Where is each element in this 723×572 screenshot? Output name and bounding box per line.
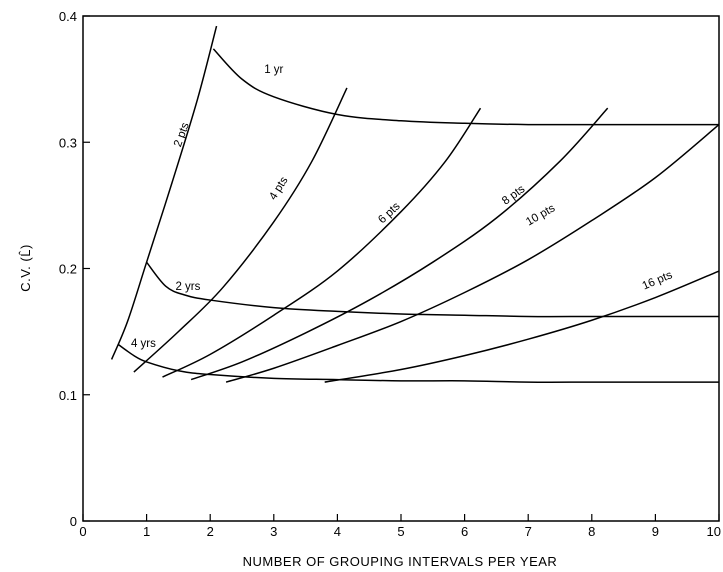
x-tick-label: 1	[143, 524, 150, 539]
series-line-4-yrs	[117, 343, 719, 383]
y-tick-label: 0.2	[59, 262, 77, 277]
plot-frame	[82, 15, 720, 522]
y-axis-title: C.V. (L̂)	[18, 244, 33, 292]
x-tick-label: 8	[588, 524, 595, 539]
series-line-16-pts	[324, 270, 720, 383]
x-tick-label: 0	[79, 524, 86, 539]
x-tick-label: 3	[270, 524, 277, 539]
y-tick-label: 0.4	[59, 9, 77, 24]
series-line-10-pts	[225, 124, 720, 383]
x-tick-label: 9	[652, 524, 659, 539]
x-tick-label: 4	[334, 524, 341, 539]
curve-label-4-pts: 4 pts	[267, 175, 291, 203]
y-tick-label: 0.1	[59, 388, 77, 403]
x-tick-label: 5	[397, 524, 404, 539]
curve-label-16-pts: 16 pts	[641, 269, 675, 292]
y-tick-label: 0.3	[59, 135, 77, 150]
x-axis-title: NUMBER OF GROUPING INTERVALS PER YEAR	[243, 554, 558, 569]
curve-label-4-yrs: 4 yrs	[131, 338, 156, 350]
x-axis: 0 1 2 3 4 5 6 7 8 9 10	[79, 514, 721, 539]
series-line-4-pts	[133, 87, 348, 373]
series-layer	[110, 25, 720, 383]
x-tick-label: 6	[461, 524, 468, 539]
x-tick-label: 2	[207, 524, 214, 539]
y-axis: 0 0.1 0.2 0.3 0.4	[59, 9, 90, 529]
series-line-6-pts	[162, 107, 482, 378]
series-line-2-yrs	[146, 261, 719, 318]
x-tick-label: 10	[707, 524, 721, 539]
y-tick-label: 0	[70, 514, 77, 529]
curve-label-10-pts: 10 pts	[524, 202, 557, 228]
series-line-1-yr	[212, 48, 719, 126]
x-tick-label: 7	[525, 524, 532, 539]
series-line-2-pts	[110, 25, 218, 360]
curve-label-2-pts: 2 pts	[172, 121, 192, 149]
series-line-8-pts	[190, 107, 609, 381]
curve-label-1-yr: 1 yr	[264, 64, 283, 76]
curve-label-2-yrs: 2 yrs	[175, 281, 200, 293]
